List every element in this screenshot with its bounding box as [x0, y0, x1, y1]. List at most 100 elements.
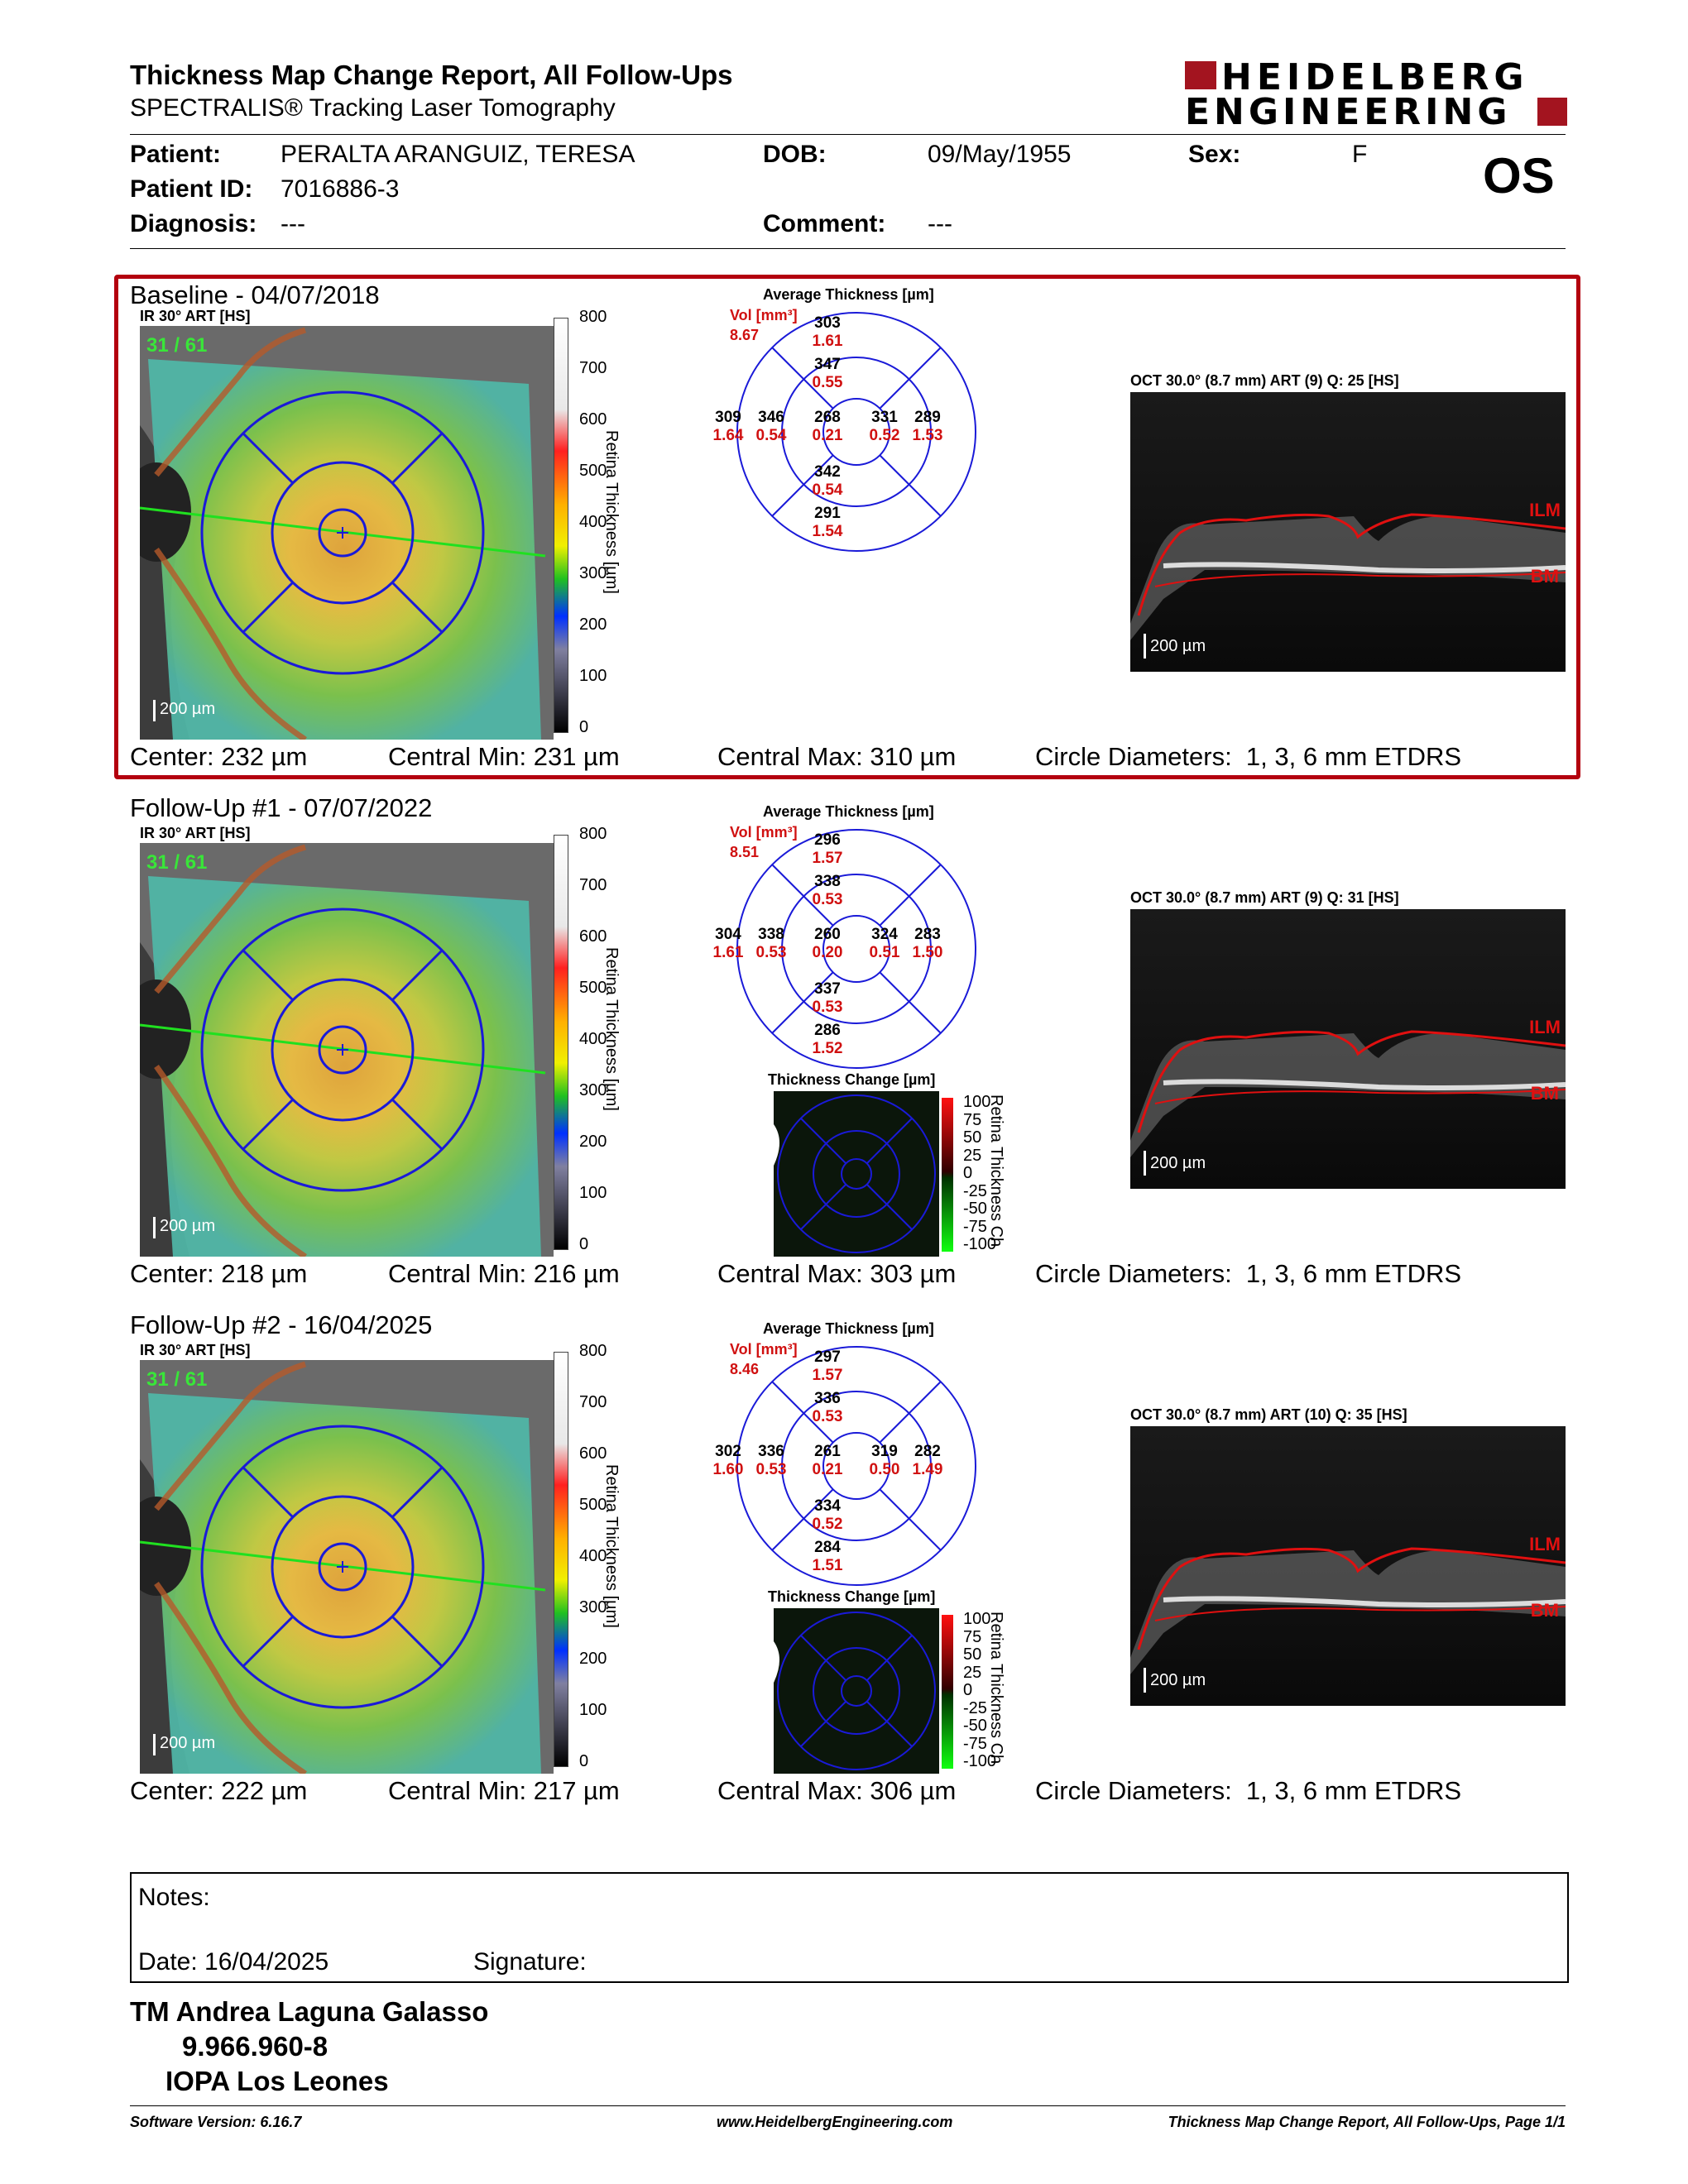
bm-line — [1154, 1606, 1566, 1621]
ir-scale-text: 200 µm — [160, 700, 216, 718]
sector-volume: 1.53 — [912, 427, 943, 444]
change-tick: 50 — [963, 1128, 982, 1147]
sector-volume: 1.57 — [812, 850, 843, 867]
change-tick: -75 — [963, 1734, 987, 1753]
notes-date: Date: 16/04/2025 — [138, 1948, 329, 1976]
etdrs-outer-circle — [200, 908, 485, 1192]
rpe-band — [1163, 1079, 1566, 1090]
colorbar-tick: 200 — [579, 1650, 607, 1668]
vessel-lower — [154, 1581, 307, 1774]
change-colorbar — [942, 1615, 953, 1769]
oct-bscan[interactable]: ILM BM 200 µm — [1130, 392, 1566, 672]
oct-scale-text: 200 µm — [1150, 1671, 1206, 1689]
colorbar-tick: 400 — [579, 1547, 607, 1565]
change-tick: -50 — [963, 1200, 987, 1218]
colorbar-tick: 300 — [579, 564, 607, 582]
ir-overlay-text: 31 / 61 — [146, 851, 208, 874]
sector-volume: 0.53 — [812, 1408, 843, 1425]
central-min: Central Min: 231 µm — [388, 742, 620, 771]
visit-follow-up-2[interactable]: Follow-Up #2 - 16/04/2025 — [114, 1309, 1572, 1805]
sector-thickness: 289 — [914, 409, 941, 426]
center-thickness: Center: 218 µm — [130, 1259, 308, 1288]
sector-thickness: 331 — [871, 409, 898, 426]
etdrs-center-circle — [318, 1542, 367, 1592]
sector-outer-inf: 284 1.51 — [798, 1539, 856, 1575]
vol-label: Vol [mm³] — [730, 824, 798, 841]
sector-thickness: 304 — [715, 926, 741, 943]
sector-volume: 1.51 — [812, 1557, 843, 1574]
sector-center: 268 0.21 — [798, 409, 856, 445]
sector-inner-inf: 337 0.53 — [798, 980, 856, 1017]
sector-volume: 0.52 — [869, 427, 900, 444]
colorbar-tick: 600 — [579, 927, 607, 946]
circle-diameters: Circle Diameters: 1, 3, 6 mm ETDRS — [1035, 1259, 1462, 1288]
etdrs-outer-circle — [200, 390, 485, 675]
oct-bm-label: BM — [1530, 1083, 1559, 1104]
ir-fundus-image[interactable]: 31 / 61 200 µm — [140, 1360, 554, 1774]
sector-volume: 0.54 — [755, 427, 787, 444]
colorbar-tick: 200 — [579, 1133, 607, 1151]
sector-outer-inf: 286 1.52 — [798, 1022, 856, 1058]
vol-total: 8.67 — [730, 327, 760, 343]
oct-bscan[interactable]: ILM BM 200 µm — [1130, 909, 1566, 1189]
sector-outer-sup: 303 1.61 — [798, 314, 856, 351]
sector-volume: 0.21 — [812, 1461, 843, 1478]
sector-outer-nas: 282 1.49 — [899, 1443, 957, 1479]
retina-band — [1130, 516, 1566, 640]
ir-scale-text: 200 µm — [160, 1734, 216, 1752]
comment-value: --- — [928, 210, 952, 237]
visit-baseline[interactable]: Baseline - 04/07/2018 — [114, 275, 1580, 779]
sector-thickness: 303 — [814, 314, 841, 332]
sector-thickness: 334 — [814, 1497, 841, 1515]
thickness-change-map[interactable] — [774, 1091, 939, 1257]
sector-volume: 1.60 — [712, 1461, 744, 1478]
colorbar-tick: 400 — [579, 513, 607, 531]
change-tick: -100 — [963, 1235, 997, 1253]
change-tick: -75 — [963, 1217, 987, 1236]
ir-label: IR 30° ART [HS] — [140, 1342, 251, 1358]
sector-inner-sup: 338 0.53 — [798, 873, 856, 909]
ir-fundus-image[interactable]: 31 / 61 200 µm — [140, 326, 554, 740]
oct-bm-label: BM — [1530, 1600, 1559, 1621]
oct-bm-label: BM — [1530, 566, 1559, 587]
sex-label: Sex: — [1188, 141, 1241, 168]
etdrs-outer-circle — [200, 1425, 485, 1709]
ilm-line — [1137, 1547, 1566, 1650]
colorbar-tick: 100 — [579, 667, 607, 685]
thickness-colorbar — [554, 835, 568, 1250]
colorbar-tick: 700 — [579, 876, 607, 894]
signatory-name: TM Andrea Laguna Galasso — [130, 1996, 489, 2027]
sector-inner-temp: 338 0.53 — [742, 926, 800, 962]
retina-band — [1130, 1550, 1566, 1674]
rpe-band — [1163, 1596, 1566, 1607]
patient-id-label: Patient ID: — [130, 175, 253, 203]
oct-label: OCT 30.0° (8.7 mm) ART (9) Q: 25 [HS] — [1130, 372, 1399, 389]
notes-box[interactable]: Notes: Date: 16/04/2025 Signature: — [130, 1872, 1569, 1983]
signatory-institution: IOPA Los Leones — [165, 2066, 389, 2096]
header-rule-top — [130, 134, 1566, 135]
website-link[interactable]: www.HeidelbergEngineering.com — [717, 2114, 953, 2130]
change-colorbar-title: Retina Thickness Ch — [987, 1094, 1005, 1248]
sector-volume: 1.57 — [812, 1367, 843, 1384]
oct-scale-text: 200 µm — [1150, 1154, 1206, 1172]
sector-volume: 0.53 — [755, 944, 787, 961]
footer-rule — [130, 2105, 1566, 2106]
page-indicator: Thickness Map Change Report, All Follow-… — [1168, 2114, 1566, 2130]
thickness-change-map[interactable] — [774, 1608, 939, 1774]
sector-thickness: 346 — [758, 409, 784, 426]
sector-thickness: 338 — [814, 873, 841, 890]
sector-inner-nas: 319 0.50 — [856, 1443, 914, 1479]
change-tick: 0 — [963, 1681, 973, 1699]
sector-inner-inf: 342 0.54 — [798, 463, 856, 500]
ir-label: IR 30° ART [HS] — [140, 308, 251, 324]
sector-outer-nas: 283 1.50 — [899, 926, 957, 962]
vol-total: 8.51 — [730, 844, 760, 860]
visit-follow-up-1[interactable]: Follow-Up #1 - 07/07/2022 — [114, 792, 1572, 1288]
colorbar-tick: 0 — [579, 1752, 589, 1770]
sector-thickness: 336 — [814, 1390, 841, 1407]
oct-bscan[interactable]: ILM BM 200 µm — [1130, 1426, 1566, 1706]
ir-fundus-image[interactable]: 31 / 61 200 µm — [140, 843, 554, 1257]
sector-thickness: 302 — [715, 1443, 741, 1460]
vessel-upper — [154, 844, 307, 994]
etdrs-center-circle — [318, 1025, 367, 1075]
